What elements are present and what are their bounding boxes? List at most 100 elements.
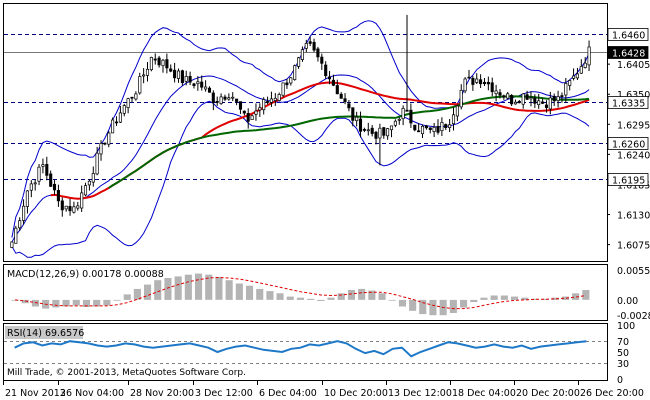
candle[interactable] [33, 179, 37, 191]
candle[interactable] [444, 123, 448, 131]
candle[interactable] [471, 75, 475, 91]
candle[interactable] [180, 69, 184, 86]
candle[interactable] [72, 201, 76, 214]
candle[interactable] [304, 39, 308, 53]
candle[interactable] [200, 75, 204, 91]
candle[interactable] [10, 241, 14, 248]
candle[interactable] [552, 93, 556, 106]
candle[interactable] [324, 61, 328, 79]
candle[interactable] [564, 77, 568, 103]
candle[interactable] [192, 82, 196, 89]
candle[interactable] [436, 119, 440, 135]
candle[interactable] [173, 62, 177, 83]
candle[interactable] [362, 127, 366, 133]
candle[interactable] [420, 124, 425, 139]
candle[interactable] [513, 99, 518, 105]
candle[interactable] [153, 53, 157, 65]
candle[interactable] [157, 55, 161, 68]
candle[interactable] [215, 96, 219, 106]
candle[interactable] [134, 91, 138, 101]
candle[interactable] [188, 71, 192, 86]
candle[interactable] [502, 94, 506, 100]
candle[interactable] [103, 142, 107, 146]
candle[interactable] [64, 205, 68, 212]
candle[interactable] [537, 93, 541, 109]
candle[interactable] [91, 166, 95, 187]
candle[interactable] [300, 46, 304, 62]
candle[interactable] [45, 156, 49, 181]
candle[interactable] [521, 93, 525, 109]
candle[interactable] [432, 123, 436, 138]
candle[interactable] [242, 110, 246, 116]
candle[interactable] [293, 64, 297, 81]
candle[interactable] [448, 119, 452, 133]
candle[interactable] [475, 73, 479, 85]
candle[interactable] [544, 100, 549, 113]
candle[interactable] [517, 100, 521, 104]
candle[interactable] [99, 140, 103, 161]
candle[interactable] [440, 117, 444, 137]
candlesticks[interactable] [10, 14, 591, 248]
candle[interactable] [176, 68, 181, 83]
candle[interactable] [498, 89, 502, 99]
candle[interactable] [246, 108, 250, 129]
candle[interactable] [405, 14, 409, 112]
candle[interactable] [382, 126, 386, 139]
candle[interactable] [56, 184, 60, 207]
candle[interactable] [138, 72, 142, 95]
candle[interactable] [316, 46, 320, 62]
candle[interactable] [389, 125, 394, 138]
candle[interactable] [424, 124, 428, 130]
candle[interactable] [223, 94, 227, 102]
candle[interactable] [335, 79, 339, 95]
candle[interactable] [118, 105, 122, 124]
candle[interactable] [347, 99, 351, 112]
candle[interactable] [29, 180, 33, 198]
candle[interactable] [355, 111, 359, 127]
candle[interactable] [204, 80, 208, 92]
candle[interactable] [525, 90, 529, 101]
candle[interactable] [587, 40, 591, 72]
candle[interactable] [297, 56, 301, 69]
candle[interactable] [327, 70, 332, 85]
candle[interactable] [486, 76, 490, 91]
candle[interactable] [510, 94, 514, 106]
candle[interactable] [339, 92, 343, 99]
candle[interactable] [417, 123, 421, 133]
candle[interactable] [60, 197, 64, 217]
candle[interactable] [393, 119, 397, 128]
candle[interactable] [281, 82, 285, 98]
candle[interactable] [459, 84, 463, 110]
candle[interactable] [95, 146, 99, 176]
candle[interactable] [68, 198, 72, 216]
candle[interactable] [211, 90, 215, 111]
candle[interactable] [18, 217, 22, 231]
candle[interactable] [235, 98, 239, 106]
candle[interactable] [541, 98, 545, 104]
candle[interactable] [331, 74, 335, 87]
candle[interactable] [583, 57, 587, 69]
candle[interactable] [41, 158, 45, 174]
candle[interactable] [266, 96, 270, 105]
candle[interactable] [386, 127, 390, 140]
candle[interactable] [358, 111, 363, 138]
candle[interactable] [83, 182, 88, 197]
candle[interactable] [556, 90, 560, 108]
candle[interactable] [76, 201, 80, 211]
candle[interactable] [277, 92, 281, 102]
candle[interactable] [52, 180, 57, 195]
candle[interactable] [165, 53, 169, 74]
candle[interactable] [207, 86, 212, 93]
candle[interactable] [467, 69, 471, 79]
candle[interactable] [114, 116, 119, 126]
candle[interactable] [575, 67, 579, 81]
candle[interactable] [273, 93, 277, 106]
candle[interactable] [463, 77, 467, 94]
candle[interactable] [560, 92, 564, 103]
candle[interactable] [161, 58, 165, 73]
candle[interactable] [366, 122, 370, 136]
candle[interactable] [490, 77, 494, 97]
candle[interactable] [308, 36, 312, 47]
candle[interactable] [37, 164, 41, 186]
candle[interactable] [14, 225, 18, 244]
